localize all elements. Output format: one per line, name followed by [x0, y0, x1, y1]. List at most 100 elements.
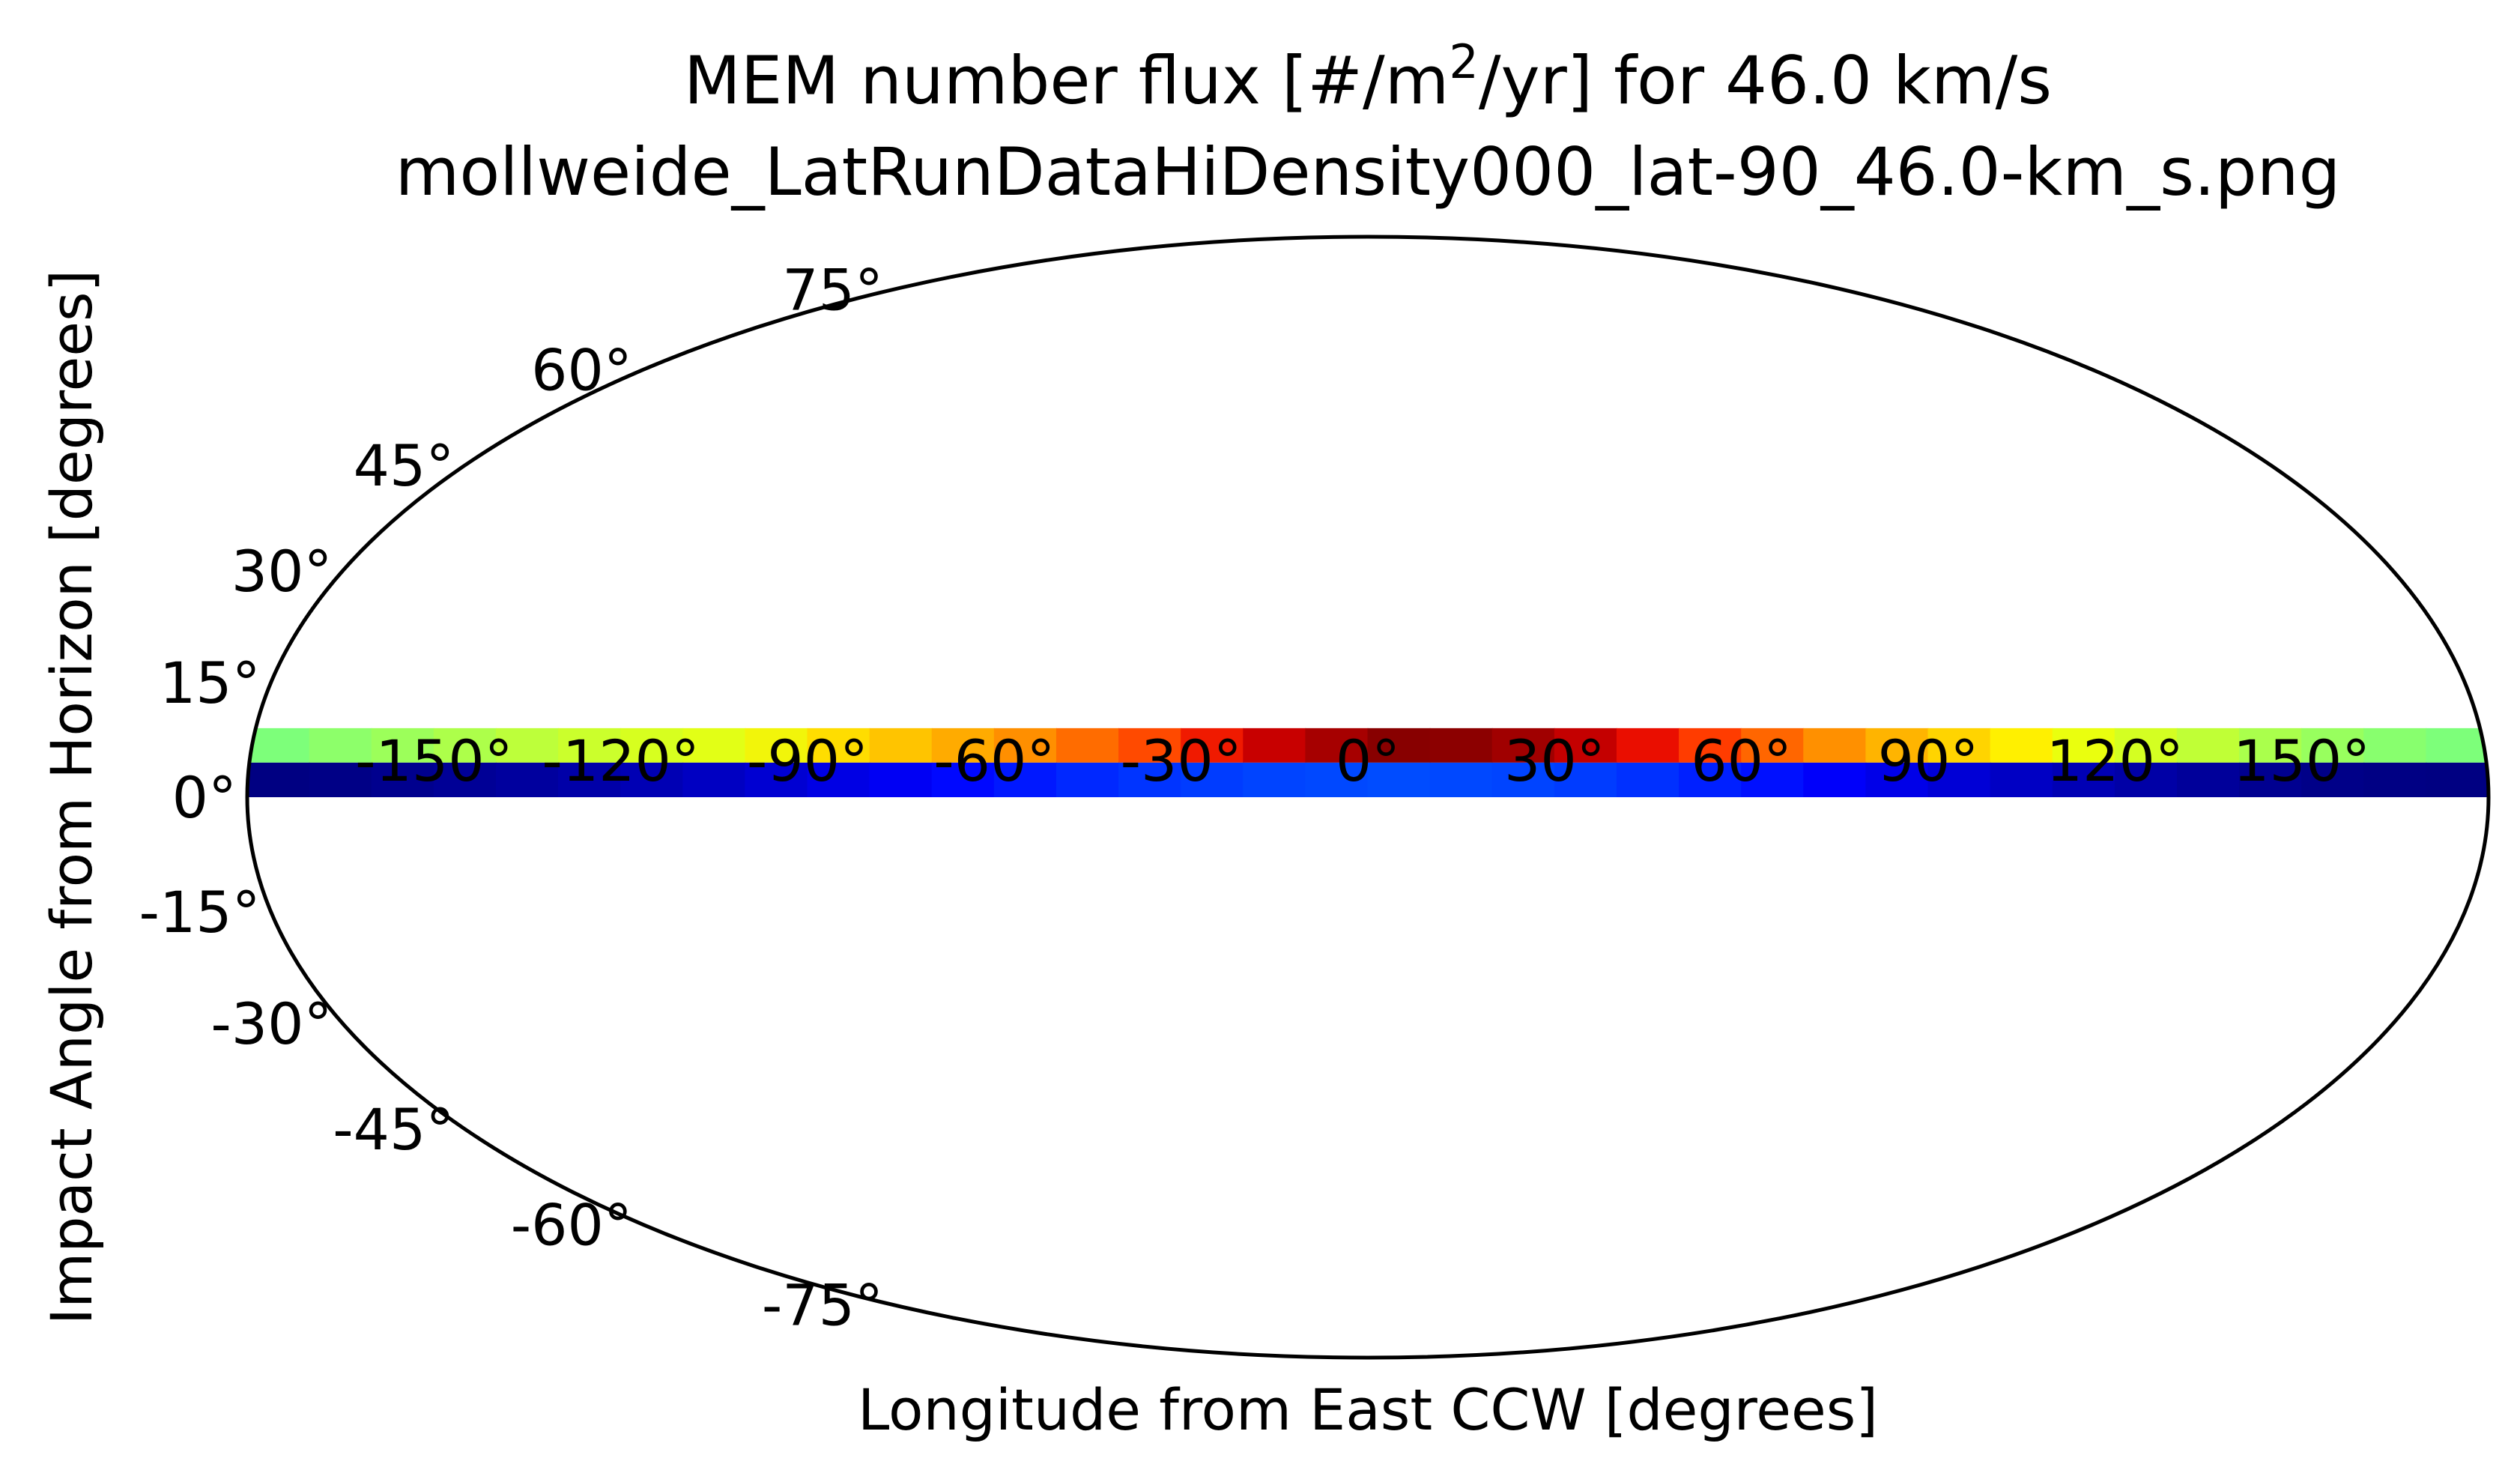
flux-cell: [1305, 728, 1369, 763]
y-tick-label: 75°: [782, 256, 883, 323]
flux-cell: [247, 728, 310, 763]
flux-cell: [1616, 762, 1680, 797]
flux-cell: [2239, 762, 2303, 797]
flux-cell: [1990, 762, 2053, 797]
x-tick-label: 30°: [1504, 728, 1605, 794]
x-tick-label: -150°: [355, 728, 512, 794]
flux-cell: [1927, 728, 1991, 763]
flux-cell: [1243, 728, 1306, 763]
flux-cell: [2363, 728, 2427, 763]
flux-cell: [1741, 728, 1805, 763]
flux-cell: [2114, 728, 2178, 763]
x-tick-label: 150°: [2233, 728, 2370, 794]
flux-cell: [2363, 762, 2427, 797]
flux-cell: [558, 728, 622, 763]
flux-cell: [1181, 762, 1244, 797]
flux-cell: [1616, 728, 1680, 763]
flux-cell: [1554, 728, 1617, 763]
y-tick-label: 15°: [160, 650, 261, 716]
flux-cell: [1055, 728, 1120, 763]
flux-cell: [309, 762, 372, 797]
x-tick-label: -60°: [933, 728, 1055, 794]
chart-title-line2: mollweide_LatRunDataHiDensity000_lat-90_…: [396, 133, 2341, 211]
x-tick-label: 0°: [1336, 728, 1400, 794]
y-tick-label: 30°: [231, 538, 333, 605]
y-tick-label: -45°: [333, 1096, 454, 1163]
flux-cell: [2239, 728, 2303, 763]
chart-title-superscript: 2: [1449, 34, 1478, 89]
x-tick-label: 90°: [1878, 728, 1979, 794]
flux-cell: [1741, 762, 1805, 797]
flux-cell: [869, 762, 933, 797]
flux-cell: [2052, 728, 2115, 763]
flux-cell: [1055, 762, 1120, 797]
flux-cell: [620, 762, 684, 797]
flux-cell: [1243, 762, 1306, 797]
flux-cell: [371, 762, 434, 797]
flux-cell: [2301, 728, 2365, 763]
flux-cell: [745, 762, 808, 797]
y-tick-label: -75°: [762, 1272, 883, 1339]
flux-cell: [1927, 762, 1991, 797]
flux-cell: [1118, 762, 1182, 797]
flux-cell: [2426, 762, 2489, 797]
flux-cell: [433, 728, 497, 763]
flux-cell: [620, 728, 684, 763]
flux-cell: [993, 728, 1057, 763]
flux-cell: [558, 762, 622, 797]
flux-cell: [993, 762, 1057, 797]
flux-cell: [807, 728, 870, 763]
chart-title-line1: MEM number flux [#/m2/yr] for 46.0 km/s: [684, 34, 2052, 119]
y-tick-label: 60°: [531, 337, 632, 404]
flux-cell: [1367, 728, 1431, 763]
flux-cell: [682, 728, 746, 763]
flux-cell: [371, 728, 434, 763]
flux-cell: [2176, 728, 2241, 763]
flux-cell: [931, 728, 995, 763]
x-tick-labels: -150° -120° -90° -60° -30° 0° 30° 60° 90° 120° 150…: [355, 728, 2370, 794]
flux-cell: [2176, 762, 2241, 797]
flux-cell: [2426, 728, 2489, 763]
flux-cell: [1367, 762, 1431, 797]
flux-cell: [1803, 728, 1867, 763]
y-tick-labels: 75° 60° 45° 30° 15° 0° -15° -30°-45° -60° -75°: [139, 256, 883, 1338]
x-tick-label: -30°: [1121, 728, 1242, 794]
y-tick-label: 0°: [172, 764, 237, 831]
flux-cell: [1990, 728, 2053, 763]
flux-cell: [495, 762, 560, 797]
flux-cell: [1865, 762, 1929, 797]
flux-cell: [1803, 762, 1867, 797]
y-tick-label: -15°: [139, 879, 261, 946]
flux-cell: [1491, 728, 1555, 763]
flux-cell: [1865, 728, 1929, 763]
y-tick-label: -60°: [511, 1191, 632, 1258]
flux-cell: [931, 762, 995, 797]
flux-cell: [1679, 728, 1742, 763]
flux-cell: [1305, 762, 1369, 797]
flux-cell: [2301, 762, 2365, 797]
flux-cell: [309, 728, 372, 763]
x-axis-label: Longitude from East CCW [degrees]: [858, 1376, 1878, 1443]
y-tick-label: -30°: [210, 990, 332, 1057]
x-tick-label: 120°: [2047, 728, 2184, 794]
flux-cell: [745, 728, 808, 763]
y-tick-label: 45°: [354, 432, 455, 499]
flux-cell: [1118, 728, 1182, 763]
flux-cell: [1429, 762, 1493, 797]
flux-cell: [869, 728, 933, 763]
flux-cell: [1181, 728, 1244, 763]
flux-cell: [1679, 762, 1742, 797]
x-tick-label: -120°: [542, 728, 699, 794]
flux-cell: [1554, 762, 1617, 797]
map-boundary: [245, 235, 2491, 1360]
flux-cell: [807, 762, 870, 797]
flux-cell: [1491, 762, 1555, 797]
y-axis-label: Impact Angle from Horizon [degrees]: [38, 270, 105, 1325]
flux-cell: [2052, 762, 2115, 797]
flux-cell: [1429, 728, 1493, 763]
x-tick-label: 60°: [1691, 728, 1792, 794]
x-tick-label: -90°: [747, 728, 868, 794]
flux-cell: [247, 762, 310, 797]
flux-cell: [495, 728, 560, 763]
